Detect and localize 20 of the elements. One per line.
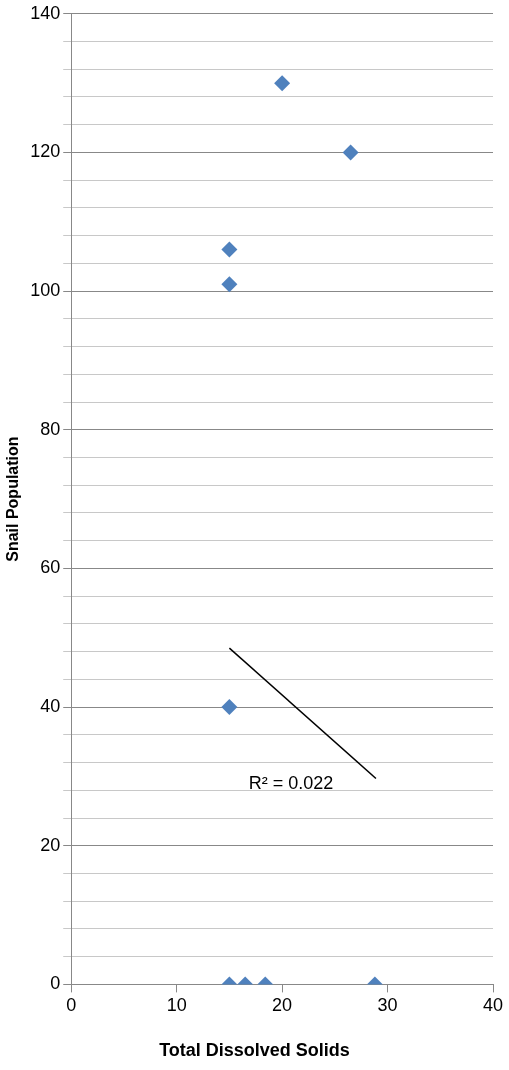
annotation: R² = 0.022 (248, 773, 334, 794)
y-tick-label: 100 (30, 280, 61, 301)
x-tick-label: 0 (66, 995, 77, 1016)
x-tick-label: 40 (482, 995, 504, 1016)
x-axis-title: Total Dissolved Solids (158, 1040, 351, 1061)
y-tick-label: 80 (40, 418, 61, 439)
point (342, 144, 359, 161)
y-axis-title: Snail Population (4, 436, 22, 562)
point (274, 75, 291, 92)
x-tick-label: 20 (272, 995, 293, 1016)
y-tick-label: 40 (40, 696, 61, 717)
y-tick-label: 120 (30, 141, 61, 162)
x-tick-label: 30 (377, 995, 398, 1016)
y-tick-label: 0 (50, 973, 61, 994)
point (221, 241, 238, 258)
y-tick-label: 60 (40, 557, 61, 578)
y-tick-label: 140 (30, 2, 61, 23)
point (221, 276, 238, 293)
x-tick-label: 10 (166, 995, 187, 1016)
y-tick-label: 20 (40, 834, 61, 855)
